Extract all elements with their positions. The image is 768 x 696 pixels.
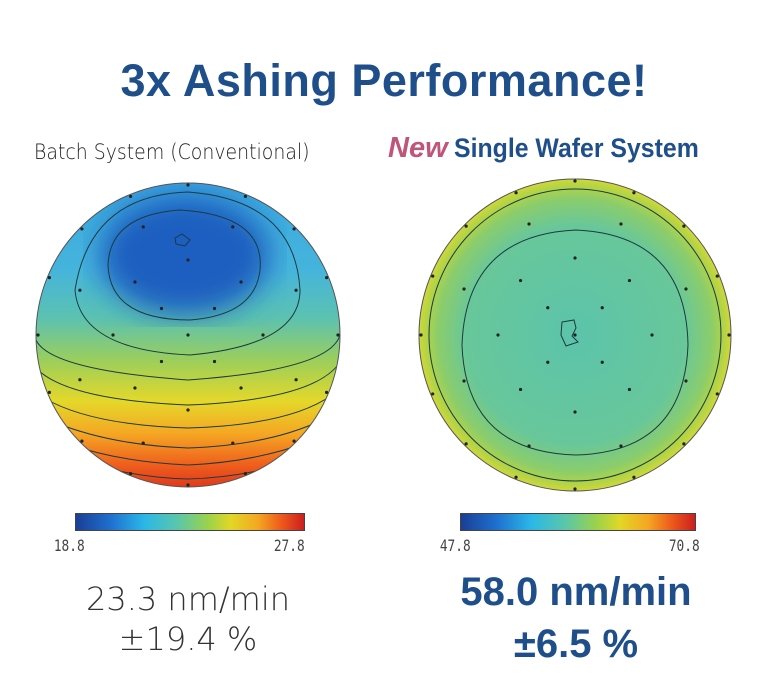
measurement-point	[80, 439, 84, 443]
measurement-point	[682, 442, 686, 446]
measurement-point	[186, 183, 190, 187]
measurement-point	[243, 194, 248, 199]
measurement-point	[462, 379, 466, 383]
measurement-point	[627, 278, 632, 283]
measurement-point	[212, 359, 217, 364]
measurement-point	[600, 306, 604, 310]
measurement-point	[419, 333, 423, 337]
batch-wafer-map	[35, 182, 341, 488]
single-wafer-heading: New Single Wafer System	[388, 132, 720, 165]
measurement-point	[573, 256, 577, 260]
single-wafer-map	[418, 178, 732, 492]
measurement-point	[431, 274, 435, 278]
single-colorbar	[460, 513, 696, 531]
measurement-point	[632, 475, 636, 479]
measurement-point	[527, 222, 531, 226]
measurement-point	[292, 439, 296, 443]
single-uniformity: ±6.5 %	[513, 622, 639, 666]
measurement-point	[47, 275, 52, 280]
measurement-point	[133, 280, 137, 284]
measurement-point	[186, 483, 190, 487]
measurement-point	[632, 191, 636, 195]
measurement-point	[336, 333, 340, 337]
batch-system-label: Batch System (Conventional)	[34, 140, 310, 164]
measurement-point	[573, 179, 577, 183]
measurement-point	[294, 378, 298, 382]
headline: 3x Ashing Performance!	[120, 55, 648, 106]
batch-colorbar-min: 18.8	[53, 536, 85, 555]
single-rate: 58.0 nm/min	[460, 570, 692, 614]
measurement-point	[78, 378, 82, 382]
single-wafer-label: Single Wafer System	[453, 133, 699, 163]
measurement-point	[78, 288, 82, 292]
measurement-point	[684, 287, 688, 291]
measurement-point	[47, 390, 52, 395]
measurement-point	[496, 333, 500, 337]
measurement-point	[128, 194, 133, 199]
measurement-point	[462, 287, 466, 291]
single-colorbar-min: 47.8	[439, 536, 471, 555]
measurement-point	[324, 275, 329, 280]
measurement-point	[239, 280, 243, 284]
single-colorbar-max: 70.8	[668, 536, 700, 555]
measurement-point	[573, 487, 577, 491]
measurement-point	[514, 191, 518, 195]
measurement-point	[619, 444, 623, 448]
measurement-point	[527, 444, 531, 448]
measurement-point	[464, 442, 468, 446]
new-badge: New	[388, 132, 448, 164]
measurement-point	[261, 333, 265, 337]
measurement-point	[186, 333, 190, 337]
batch-colorbar-max: 27.8	[273, 536, 305, 555]
measurement-point	[133, 386, 137, 390]
measurement-point	[684, 379, 688, 383]
measurement-point	[546, 306, 550, 310]
measurement-point	[546, 360, 550, 364]
measurement-point	[231, 441, 235, 445]
measurement-point	[518, 278, 523, 283]
measurement-point	[573, 333, 577, 337]
measurement-point	[292, 227, 296, 231]
measurement-point	[80, 227, 84, 231]
measurement-point	[231, 225, 235, 229]
measurement-point	[243, 471, 248, 476]
measurement-point	[464, 224, 468, 228]
measurement-point	[573, 410, 577, 414]
batch-uniformity: ±19.4 %	[118, 620, 258, 658]
measurement-point	[518, 387, 523, 392]
measurement-point	[186, 408, 190, 412]
measurement-point	[141, 225, 145, 229]
measurement-point	[431, 392, 435, 396]
measurement-point	[619, 222, 623, 226]
measurement-point	[294, 288, 298, 292]
measurement-point	[212, 306, 217, 311]
measurement-point	[650, 333, 654, 337]
measurement-point	[600, 360, 604, 364]
measurement-point	[324, 390, 329, 395]
measurement-point	[141, 441, 145, 445]
measurement-point	[159, 306, 164, 311]
measurement-point	[111, 333, 115, 337]
batch-colorbar	[75, 513, 305, 531]
measurement-point	[727, 333, 731, 337]
measurement-point	[627, 387, 632, 392]
measurement-point	[36, 333, 40, 337]
measurement-point	[159, 359, 164, 364]
measurement-point	[715, 392, 719, 396]
measurement-point	[186, 258, 190, 262]
measurement-point	[682, 224, 686, 228]
measurement-point	[514, 475, 518, 479]
measurement-point	[128, 471, 133, 476]
measurement-point	[239, 386, 243, 390]
batch-rate: 23.3 nm/min	[86, 580, 290, 618]
measurement-point	[715, 274, 719, 278]
